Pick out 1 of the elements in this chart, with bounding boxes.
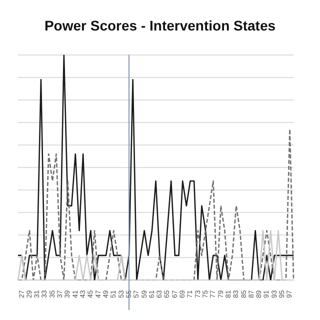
chart-title: Power Scores - Intervention States — [44, 17, 276, 34]
